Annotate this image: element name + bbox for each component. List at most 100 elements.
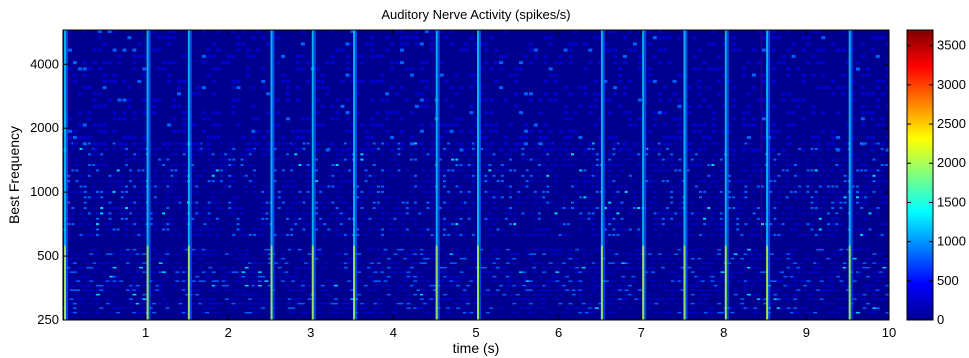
heatmap-cell	[315, 79, 320, 83]
heatmap-cell	[72, 136, 77, 139]
onset-burst-tail-10	[685, 30, 688, 320]
heatmap-cell	[248, 298, 252, 300]
heatmap-cell	[166, 180, 170, 183]
heatmap-cell	[608, 164, 612, 166]
heatmap-cell	[471, 201, 475, 204]
heatmap-cell	[594, 284, 599, 287]
heatmap-cell	[614, 298, 619, 300]
heatmap-cell	[777, 196, 781, 199]
heatmap-cell	[814, 207, 818, 209]
heatmap-cell	[835, 201, 839, 204]
heatmap-cell	[789, 262, 794, 264]
heatmap-cell	[707, 67, 712, 71]
heatmap-cell	[651, 302, 656, 305]
heatmap-cell	[875, 98, 880, 102]
heatmap-cell	[509, 275, 513, 278]
heatmap-cell	[872, 307, 877, 309]
heatmap-cell	[776, 36, 781, 40]
heatmap-cell	[657, 148, 662, 152]
heatmap-cell	[875, 36, 880, 40]
heatmap-cell	[467, 212, 471, 215]
heatmap-cell	[424, 30, 429, 33]
heatmap-cell	[330, 30, 335, 33]
heatmap-cell	[870, 136, 875, 139]
heatmap-cell	[588, 142, 593, 146]
heatmap-cell	[158, 280, 163, 282]
heatmap-cell	[816, 136, 821, 139]
heatmap-cell	[868, 185, 872, 188]
heatmap-cell	[862, 293, 867, 296]
heatmap-cell	[744, 190, 748, 193]
heatmap-cell	[575, 207, 579, 209]
heatmap-cell	[162, 257, 167, 260]
heatmap-cell	[219, 228, 223, 231]
heatmap-cell	[286, 86, 290, 90]
heatmap-cell	[211, 262, 216, 264]
heatmap-cell	[86, 262, 91, 264]
onset-burst-tail-5	[355, 30, 358, 320]
heatmap-cell	[281, 280, 286, 282]
heatmap-cell	[730, 257, 735, 260]
heatmap-cell	[882, 257, 887, 260]
heatmap-cell	[122, 142, 127, 146]
heatmap-cell	[97, 30, 102, 33]
heatmap-cell	[82, 67, 87, 71]
heatmap-cell	[127, 104, 132, 108]
heatmap-cell	[162, 180, 166, 183]
heatmap-cell	[532, 293, 537, 296]
heatmap-cell	[500, 169, 504, 172]
heatmap-cell	[381, 153, 384, 156]
heatmap-cell	[206, 73, 211, 77]
heatmap-cell	[335, 207, 339, 209]
heatmap-cell	[532, 262, 537, 264]
heatmap-cell	[548, 248, 553, 251]
heatmap-cell	[76, 257, 81, 260]
heatmap-cell	[548, 98, 553, 102]
heatmap-cell	[158, 293, 163, 296]
heatmap-cell	[677, 257, 682, 260]
heatmap-cell	[624, 147, 628, 150]
heatmap-cell	[414, 174, 417, 177]
heatmap-cell	[315, 123, 320, 127]
heatmap-cell	[786, 302, 791, 305]
heatmap-cell	[657, 98, 662, 102]
heatmap-cell	[666, 190, 669, 193]
heatmap-cell	[83, 147, 87, 150]
heatmap-cell	[302, 147, 306, 150]
heatmap-cell	[509, 293, 513, 296]
heatmap-cell	[381, 233, 384, 236]
heatmap-cell	[707, 207, 711, 209]
heatmap-cell	[822, 196, 826, 199]
heatmap-cell	[347, 262, 352, 264]
heatmap-cell	[396, 248, 401, 251]
heatmap-cell	[201, 111, 206, 115]
heatmap-cell	[543, 61, 548, 65]
heatmap-cell	[447, 233, 451, 236]
heatmap-cell	[694, 217, 698, 220]
heatmap-cell	[166, 228, 170, 231]
heatmap-cell	[719, 212, 723, 215]
heatmap-cell	[69, 271, 74, 273]
heatmap-cell	[818, 233, 822, 236]
heatmap-cell	[389, 169, 393, 172]
heatmap-cell	[112, 266, 117, 269]
heatmap-cell	[525, 253, 530, 255]
heatmap-cell	[810, 153, 814, 156]
heatmap-cell	[816, 266, 821, 269]
heatmap-cell	[413, 280, 418, 282]
heatmap-cell	[191, 201, 194, 204]
heatmap-cell	[324, 262, 328, 264]
heatmap-cell	[167, 42, 172, 46]
heatmap-cell	[451, 180, 455, 183]
heatmap-cell	[604, 223, 607, 226]
heatmap-cell	[811, 111, 816, 115]
heatmap-cell	[611, 271, 616, 273]
heatmap-cell	[821, 129, 826, 133]
heatmap-cell	[860, 117, 865, 121]
heatmap-cell	[297, 266, 302, 269]
heatmap-cell	[294, 266, 299, 269]
heatmap-cell	[107, 30, 112, 33]
heatmap-cell	[637, 61, 642, 65]
heatmap-cell	[566, 153, 570, 156]
heatmap-cell	[165, 302, 170, 305]
